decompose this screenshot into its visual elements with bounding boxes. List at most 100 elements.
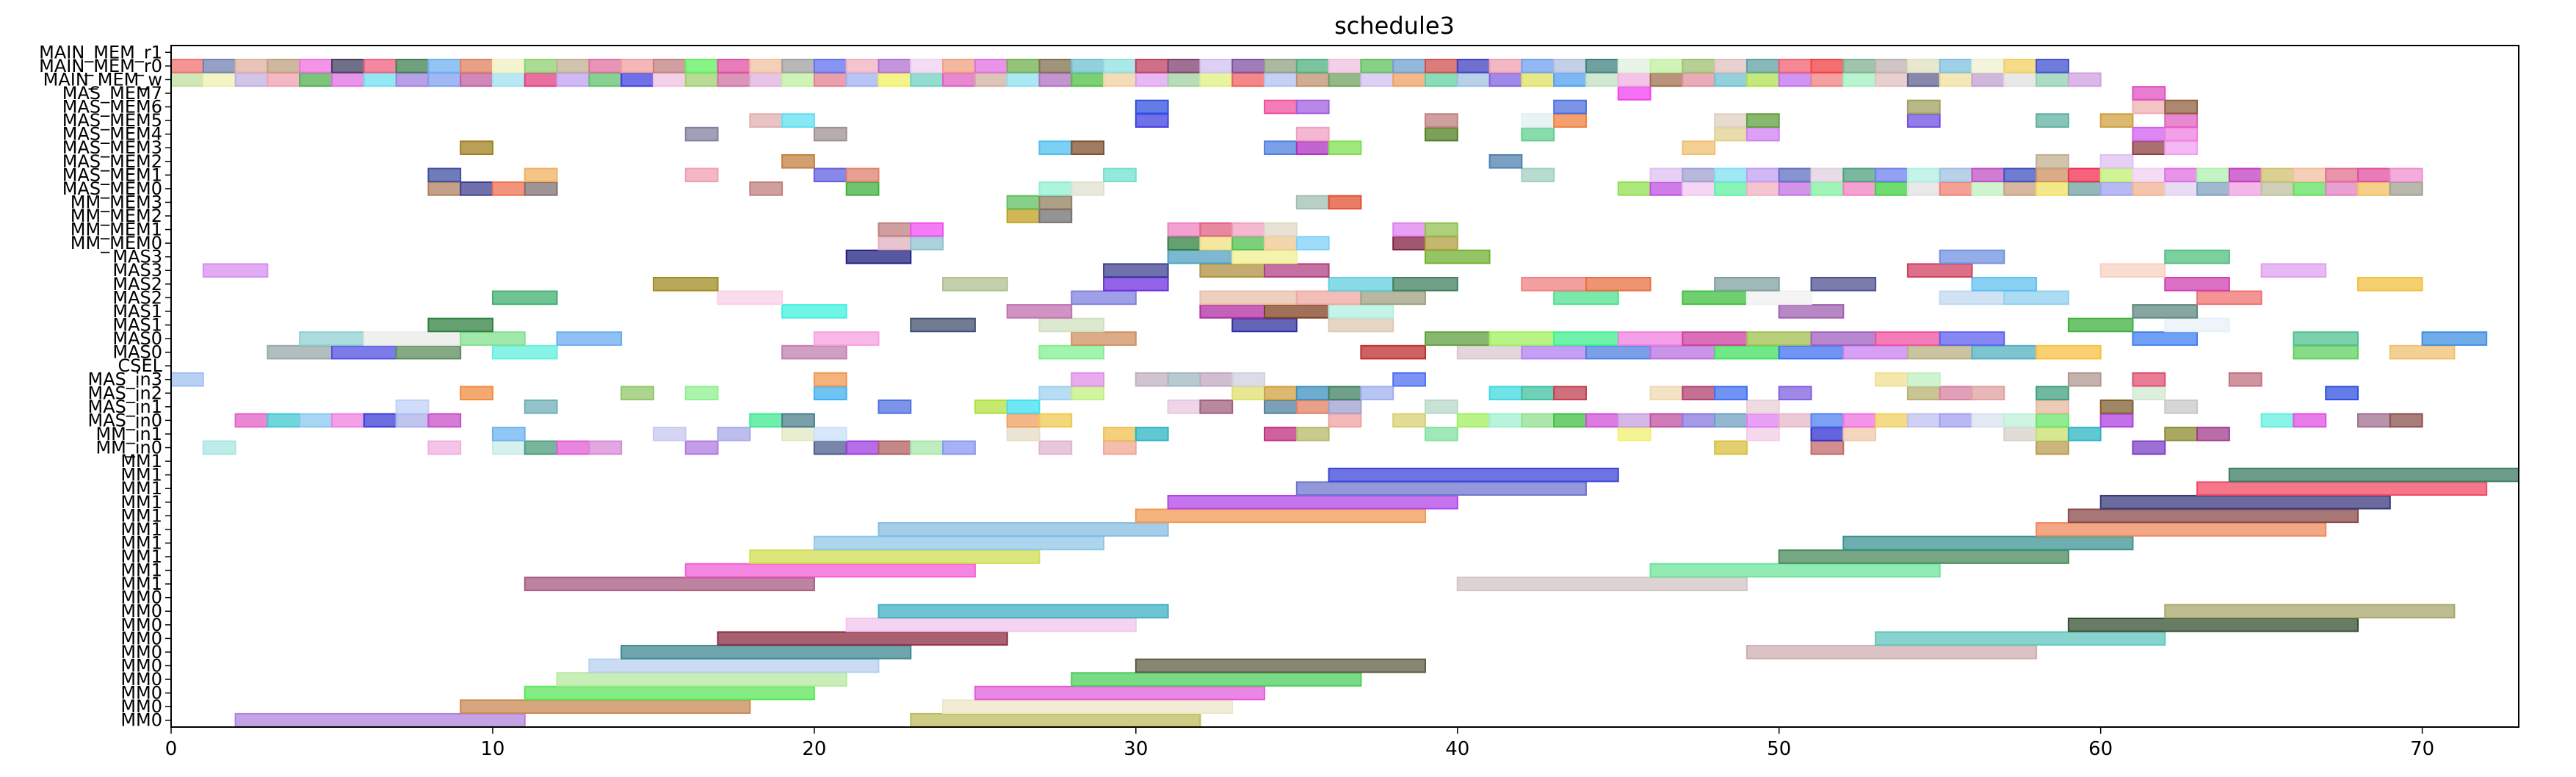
gantt-bar [1328,276,1394,292]
gantt-bar [813,167,847,183]
gantt-bar [1714,59,1748,73]
gantt-bar [1006,413,1041,428]
gantt-bar [1842,413,1877,428]
gantt-bar [652,72,687,87]
gantt-bar [974,72,1008,87]
gantt-bar [1682,140,1716,156]
y-tick-label: MAIN_MEM_r1 [39,42,162,62]
gantt-bar [1295,195,1330,210]
gantt-bar [2325,167,2359,183]
gantt-bar [299,331,365,346]
gantt-bar [2036,400,2069,414]
gantt-bar [2196,290,2262,306]
y-tick-label: MAS_in2 [87,383,162,403]
gantt-bar [1521,113,1555,128]
gantt-bar [1167,236,1201,250]
gantt-bar [717,290,784,306]
y-tick-label: MM1 [120,532,162,553]
gantt-bar [1778,386,1812,401]
gantt-bar [910,59,944,73]
y-tick-label: MAS1 [112,301,162,322]
gantt-bar [556,672,847,687]
gantt-bar [427,59,462,73]
gantt-bar [845,617,1137,632]
gantt-bar [1810,440,1845,455]
gantt-bar [2164,427,2199,441]
gantt-bar [878,222,912,237]
gantt-bar [813,59,847,73]
gantt-bar [1103,427,1137,441]
gantt-bar [1810,331,1877,346]
y-tick-label: MM0 [120,628,162,648]
gantt-bar [1553,113,1587,128]
gantt-bar [363,331,462,346]
gantt-bar [1295,59,1330,73]
gantt-bar [1135,113,1169,128]
y-tick-label: MAS_MEM0 [62,178,162,199]
gantt-bar [1745,331,1812,346]
gantt-bar [1682,290,1748,306]
gantt-bar [1167,400,1201,414]
gantt-bar [2036,72,2069,87]
gantt-bar [845,72,880,87]
gantt-bar [749,181,784,196]
gantt-bar [1071,331,1137,346]
gantt-bar [267,72,301,87]
gantt-bar [588,59,623,73]
gantt-bar [1264,386,1298,401]
gantt-bar [717,427,751,441]
gantt-bar [684,126,719,142]
gantt-bar [942,276,1008,292]
gantt-bar [1006,209,1041,223]
x-tick-label: 70 [2410,738,2434,760]
gantt-bar [2164,604,2456,619]
gantt-bar [1135,658,1426,673]
y-tick-label: MAIN_MEM_w [43,69,162,90]
gantt-bar [1103,276,1169,292]
gantt-bar [1264,72,1298,87]
y-tick-label: MM0 [120,669,162,690]
gantt-bar [1906,263,1973,278]
gantt-bar [1135,72,1169,87]
gantt-bar [1038,386,1073,401]
gantt-bar [813,331,880,346]
gantt-bar [2164,317,2230,333]
gantt-bar [395,400,430,414]
gantt-bar [2196,481,2488,496]
gantt-bar [1135,372,1169,387]
gantt-bar [1906,99,1941,115]
gantt-bar [652,276,719,292]
gantt-bar [588,658,880,673]
gantt-bar [1778,413,1812,428]
x-tick-label: 30 [1124,738,1148,760]
gantt-bar [427,440,462,455]
gantt-bar [556,72,590,87]
y-tick-label: MM1 [120,451,162,471]
gantt-bar [1392,413,1426,428]
gantt-bar [2067,508,2359,524]
gantt-bar [1071,372,1105,387]
gantt-bar [1295,140,1330,156]
gantt-bar [524,440,558,455]
gantt-bar [2067,617,2359,632]
y-tick-label: MAS_in0 [87,410,162,430]
y-tick-label: CSEL [117,355,162,376]
gantt-bar [1842,72,1877,87]
gantt-bar [1167,72,1201,87]
y-tick-label: MAS_MEM7 [62,83,162,104]
x-tick-label: 0 [165,738,178,760]
gantt-bar [1521,59,1555,73]
gantt-bar [1488,386,1523,401]
gantt-bar [1038,344,1105,360]
gantt-bar [524,577,815,591]
gantt-bar [460,140,493,156]
gantt-bar [1939,167,1973,183]
gantt-bar [202,263,269,278]
x-tick-label: 60 [2088,738,2113,760]
gantt-bar [1328,413,1362,428]
gantt-bar [2067,427,2102,441]
gantt-bar [1328,140,1362,156]
gantt-bar [1071,181,1105,196]
gantt-bar [1392,276,1458,292]
y-tick-label: MM0 [120,710,162,731]
